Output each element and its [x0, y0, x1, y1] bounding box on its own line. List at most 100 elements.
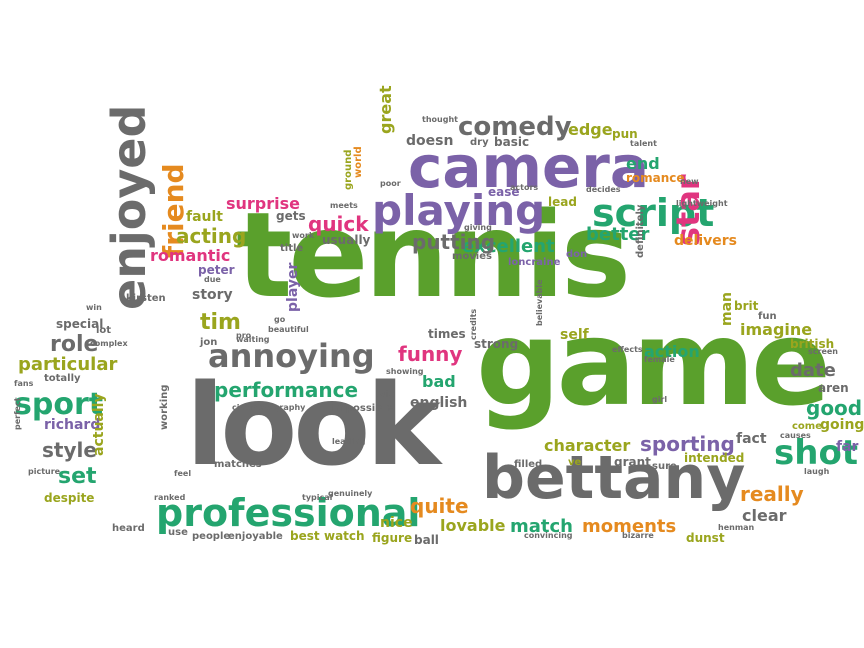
word-totally: totally: [44, 373, 81, 384]
word-fault: fault: [186, 209, 223, 225]
word-jon: jon: [200, 337, 218, 348]
word-action: action: [644, 342, 700, 361]
word-ve: ve: [568, 457, 582, 468]
word-waiting: waiting: [236, 335, 270, 344]
word-player: player: [285, 262, 301, 312]
word-times: times: [428, 327, 466, 341]
word-richard: richard: [44, 417, 101, 433]
word-date: date: [790, 360, 836, 381]
word-far: far: [836, 439, 859, 455]
word-sporting: sporting: [640, 432, 735, 456]
word-professional: professional: [156, 491, 421, 535]
word-better: better: [586, 224, 650, 245]
word-thought: thought: [422, 115, 458, 124]
word-definitely: definitely: [635, 204, 646, 258]
word-annoying: annoying: [208, 337, 375, 375]
word-british: british: [790, 337, 835, 351]
word-perfect: perfect: [13, 397, 22, 430]
word-giving: giving: [464, 223, 492, 232]
word-bizarre: bizarre: [622, 531, 654, 540]
word-ease: ease: [488, 185, 520, 199]
word-great: great: [376, 85, 395, 134]
word-new: new: [680, 177, 699, 186]
word-tennis: tennis: [236, 186, 631, 324]
word-lovable: lovable: [440, 516, 506, 535]
word-brit: brit: [734, 299, 759, 313]
word-shot: shot: [774, 433, 859, 473]
word-look: look: [186, 361, 441, 491]
word-fans: fans: [14, 379, 34, 388]
word-game: game: [476, 294, 831, 432]
word-impossible: impossible: [332, 403, 393, 414]
word-aren: aren: [818, 381, 849, 395]
word-character: character: [544, 436, 631, 455]
word-intended: intended: [684, 451, 745, 465]
word-playing: playing: [372, 186, 546, 235]
word-bad: bad: [422, 372, 456, 391]
word-world: world: [353, 146, 364, 178]
word-complex: complex: [90, 339, 128, 348]
word-good: good: [806, 396, 863, 420]
word-moments: moments: [582, 516, 677, 537]
word-cinematography: cinematography: [232, 403, 306, 412]
word-tim: tim: [200, 310, 241, 335]
word-end: end: [626, 154, 660, 173]
word-bettany: bettany: [482, 443, 746, 513]
word-effects: effects: [612, 345, 643, 354]
word-picture: picture: [28, 467, 61, 476]
word-script: script: [592, 191, 715, 235]
word-set: set: [58, 464, 97, 489]
word-english: english: [410, 395, 468, 411]
word-camera: camera: [408, 133, 650, 201]
word-performance: performance: [214, 378, 359, 402]
word-laugh: laugh: [804, 467, 830, 476]
word-surprise: surprise: [226, 194, 301, 213]
word-enjoyed: enjoyed: [102, 104, 156, 310]
word-girl: girl: [652, 395, 668, 404]
word-movies: movies: [452, 251, 492, 262]
word-poor: poor: [380, 179, 401, 188]
word-imagine: imagine: [740, 320, 813, 339]
word-talent: talent: [630, 139, 657, 148]
word-figure: figure: [372, 531, 413, 545]
word-fun: fun: [758, 311, 777, 322]
word-go: go: [274, 315, 286, 324]
word-fact: fact: [736, 431, 767, 447]
word-acting: acting: [176, 224, 247, 248]
word-win: win: [86, 303, 102, 312]
word-going: going: [820, 417, 864, 433]
word-best: best: [290, 529, 320, 543]
word-gets: gets: [276, 209, 306, 223]
word-despite: despite: [44, 491, 95, 505]
word-loncraine: loncraine: [508, 257, 561, 268]
word-basic: basic: [494, 135, 530, 149]
word-meets: meets: [330, 201, 358, 210]
word-decides: decides: [586, 185, 621, 194]
word-watch: watch: [324, 529, 365, 543]
word-strong: strong: [474, 337, 519, 351]
word-work: work: [292, 231, 315, 240]
word-comedy: comedy: [458, 112, 572, 142]
word-wit: wit: [376, 389, 394, 400]
word-romantic: romantic: [150, 246, 231, 265]
word-quite: quite: [410, 494, 469, 518]
word-screen: screen: [808, 347, 838, 356]
word-lightweight: lightweight: [676, 199, 728, 208]
word-come: come: [792, 421, 822, 432]
word-actually: actually: [91, 393, 107, 456]
word-ground: ground: [343, 149, 354, 190]
word-convincing: convincing: [524, 531, 573, 540]
word-dry: dry: [470, 137, 489, 148]
word-lot: lot: [96, 325, 112, 336]
word-heard: heard: [112, 523, 145, 534]
word-quick: quick: [308, 212, 369, 236]
word-putting: putting: [412, 230, 496, 254]
word-peter: peter: [198, 263, 235, 277]
word-clear: clear: [742, 506, 787, 525]
word-title: title: [280, 243, 304, 254]
word-excellent: excellent: [462, 236, 555, 257]
word-delivers: delivers: [674, 233, 737, 249]
word-style: style: [42, 438, 97, 462]
word-due: due: [204, 275, 221, 284]
